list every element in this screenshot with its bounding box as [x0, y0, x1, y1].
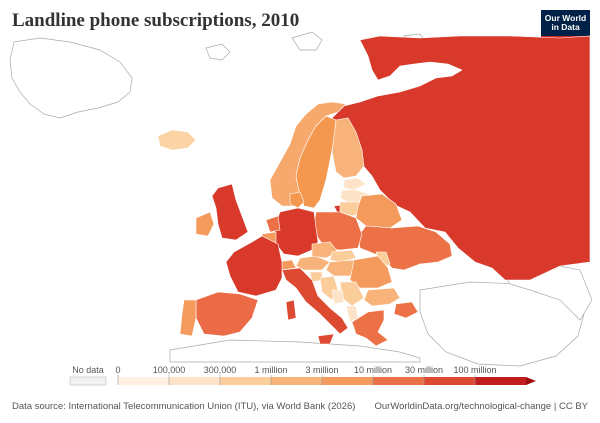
owid-logo[interactable]: Our World in Data [541, 10, 590, 38]
legend-overflow-arrow [526, 377, 536, 385]
country-turkey[interactable] [393, 301, 419, 319]
legend-tick-label: 30 million [405, 365, 443, 375]
chart-title: Landline phone subscriptions, 2010 [12, 10, 300, 31]
country-ireland[interactable] [195, 211, 215, 237]
country-united-kingdom[interactable] [211, 183, 249, 241]
country-greece[interactable] [351, 309, 389, 347]
country-sicily[interactable] [317, 333, 335, 345]
country-italy[interactable] [281, 267, 349, 335]
legend-bin-3 [271, 377, 322, 385]
country-spain[interactable] [195, 291, 259, 337]
country-portugal[interactable] [179, 299, 197, 337]
arctic-island-outline [205, 43, 231, 61]
country-sardinia[interactable] [285, 299, 297, 321]
country-netherlands[interactable] [265, 215, 281, 233]
map-legend: No data 0 100,000 300,000 1 million 3 millio… [69, 365, 536, 386]
country-denmark[interactable] [289, 191, 305, 209]
legend-bin-5 [373, 377, 424, 385]
legend-bin-0 [118, 377, 169, 385]
legend-bin-6 [424, 377, 475, 385]
country-finland[interactable] [331, 117, 365, 179]
country-ukraine[interactable] [357, 225, 453, 271]
footer-link[interactable]: OurWorldinData.org/technological-change … [374, 401, 588, 412]
legend-bin-4 [322, 377, 373, 385]
legend-bin-7 [475, 377, 526, 385]
footer-source: Data source: International Telecommunica… [12, 401, 356, 412]
legend-tick-label: 1 million [254, 365, 287, 375]
country-germany[interactable] [273, 207, 319, 257]
legend-tick-label: 10 million [354, 365, 392, 375]
svalbard-outline [291, 31, 323, 51]
country-romania[interactable] [349, 255, 393, 289]
legend-tick-label: 0 [115, 365, 120, 375]
greenland-outline [9, 37, 133, 119]
country-france[interactable] [225, 235, 283, 297]
country-slovakia[interactable] [329, 249, 357, 263]
legend-tick-label: 3 million [305, 365, 338, 375]
legend-no-data-swatch [69, 376, 107, 386]
logo-line-1: Our World [544, 12, 587, 23]
country-estonia[interactable] [343, 177, 367, 191]
north-africa-outline [169, 339, 421, 363]
legend-bin-2 [220, 377, 271, 385]
legend-tick-label: 100,000 [153, 365, 186, 375]
country-bulgaria[interactable] [363, 287, 401, 307]
country-austria[interactable] [295, 255, 331, 271]
legend-no-data-label: No data [72, 365, 104, 375]
legend-bins: 0 100,000 300,000 1 million 3 million 10 mill… [115, 365, 536, 385]
country-iceland[interactable] [157, 129, 197, 151]
legend-tick-label: 300,000 [204, 365, 237, 375]
legend-bin-1 [169, 377, 220, 385]
logo-line-2: in Data [551, 22, 580, 32]
legend-tick-label: 100 million [453, 365, 496, 375]
country-bosnia[interactable] [331, 289, 345, 305]
